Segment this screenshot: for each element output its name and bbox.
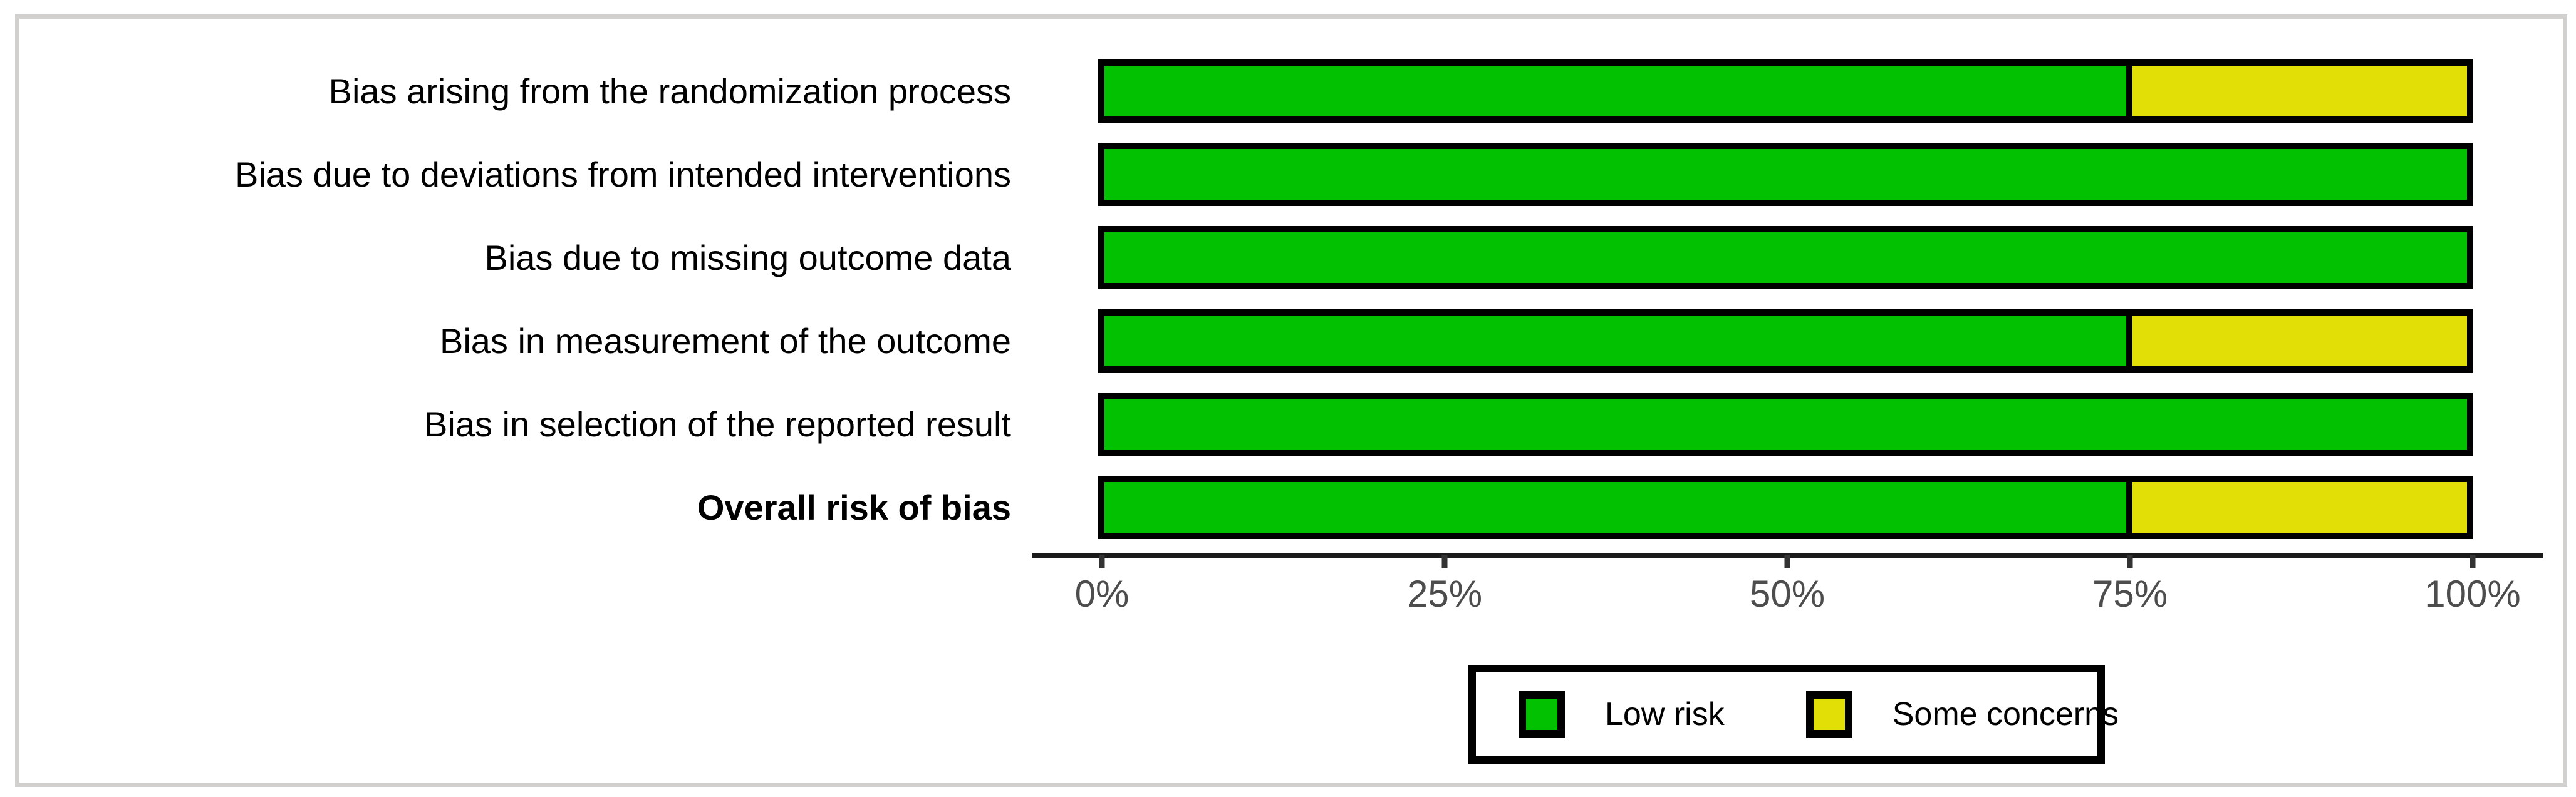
stacked-bar xyxy=(1098,226,2473,289)
legend-item: Some concerns xyxy=(1805,691,2119,738)
stacked-bar xyxy=(1098,476,2473,539)
bar-segment-some-concerns xyxy=(2126,316,2467,366)
x-axis-tick xyxy=(1099,555,1105,568)
x-axis-tick-label: 0% xyxy=(1074,573,1130,615)
category-label: Bias in selection of the reported result xyxy=(424,404,1011,444)
bar-segment-low-risk xyxy=(1104,482,2127,533)
bar-row: Bias due to deviations from intended int… xyxy=(0,143,2576,206)
bar-segment-some-concerns xyxy=(2126,482,2467,533)
category-label: Bias due to missing outcome data xyxy=(484,238,1011,277)
x-axis-tick-label: 50% xyxy=(1749,573,1826,615)
stacked-bar xyxy=(1098,393,2473,456)
x-axis-tick-label: 25% xyxy=(1406,573,1483,615)
x-axis-tick xyxy=(2470,555,2476,568)
legend-label: Low risk xyxy=(1605,696,1725,733)
bar-row: Bias in measurement of the outcome xyxy=(0,309,2576,373)
stacked-bar xyxy=(1098,143,2473,206)
bar-segment-some-concerns xyxy=(2126,66,2467,116)
legend-item: Low risk xyxy=(1519,691,1725,738)
x-axis-tick-label: 100% xyxy=(2424,573,2521,615)
bar-row: Bias arising from the randomization proc… xyxy=(0,59,2576,123)
bar-row: Bias in selection of the reported result xyxy=(0,393,2576,456)
x-axis-tick-label: 75% xyxy=(2092,573,2168,615)
bar-segment-low-risk xyxy=(1104,66,2127,116)
category-label: Bias due to deviations from intended int… xyxy=(235,155,1011,194)
x-axis-tick xyxy=(1784,555,1790,568)
bar-segment-low-risk xyxy=(1104,316,2127,366)
bar-row: Bias due to missing outcome data xyxy=(0,226,2576,289)
category-label: Overall risk of bias xyxy=(697,488,1011,527)
some-concerns-swatch xyxy=(1805,691,1852,738)
legend-label: Some concerns xyxy=(1892,696,2119,733)
stacked-bar xyxy=(1098,309,2473,373)
stacked-bar xyxy=(1098,59,2473,123)
x-axis-tick xyxy=(2127,555,2133,568)
bar-segment-low-risk xyxy=(1104,399,2467,450)
bar-segment-low-risk xyxy=(1104,232,2467,283)
bar-row: Overall risk of bias xyxy=(0,476,2576,539)
bar-segment-low-risk xyxy=(1104,149,2467,200)
low-risk-swatch xyxy=(1519,691,1565,738)
x-axis-tick xyxy=(1441,555,1448,568)
category-label: Bias in measurement of the outcome xyxy=(439,321,1011,361)
legend: Low risk Some concerns xyxy=(1468,665,2119,764)
category-label: Bias arising from the randomization proc… xyxy=(328,71,1011,111)
